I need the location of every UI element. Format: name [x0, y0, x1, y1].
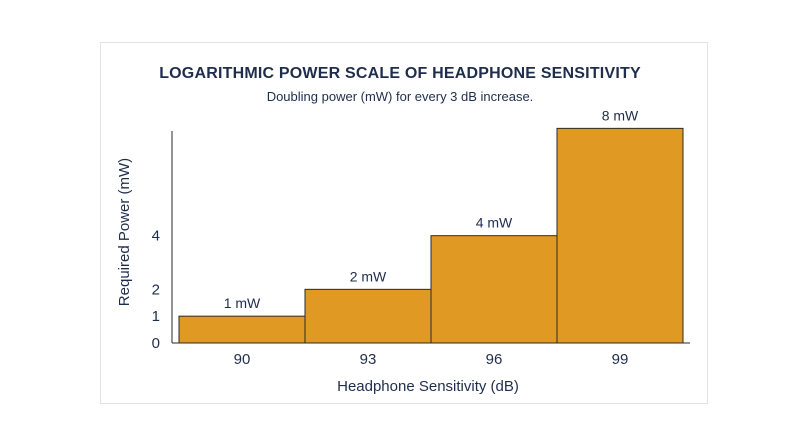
- x-tick-label-96: 96: [486, 351, 503, 368]
- chart-subtitle: Doubling power (mW) for every 3 dB incre…: [266, 89, 534, 104]
- bar-90: [178, 315, 306, 344]
- chart-title: LOGARITHMIC POWER SCALE OF HEADPHONE SEN…: [159, 65, 641, 82]
- data-label-96: 4 mW: [476, 215, 513, 231]
- y-tick-label-4: 4: [152, 228, 160, 245]
- x-tick-label-90: 90: [234, 351, 251, 368]
- bars-layer: [178, 127, 684, 344]
- x-axis-title: Headphone Sensitivity (dB): [337, 378, 519, 395]
- y-axis-title: Required Power (mW): [116, 158, 133, 306]
- x-tick-label-99: 99: [612, 351, 629, 368]
- data-labels-layer: 1 mW 2 mW 4 mW 8 mW: [224, 107, 639, 311]
- y-tick-label-0: 0: [152, 335, 160, 352]
- data-label-99: 8 mW: [602, 107, 639, 123]
- data-label-90: 1 mW: [224, 295, 261, 311]
- y-tick-label-1: 1: [152, 308, 160, 325]
- x-tick-label-93: 93: [360, 351, 377, 368]
- bar-96: [430, 235, 558, 344]
- x-tick-labels: 90 93 96 99: [234, 351, 629, 368]
- y-tick-label-2: 2: [152, 281, 160, 298]
- bar-99: [556, 127, 684, 344]
- data-label-93: 2 mW: [350, 268, 387, 284]
- y-tick-labels: 0 1 2 4: [152, 228, 160, 352]
- bar-93: [304, 288, 432, 344]
